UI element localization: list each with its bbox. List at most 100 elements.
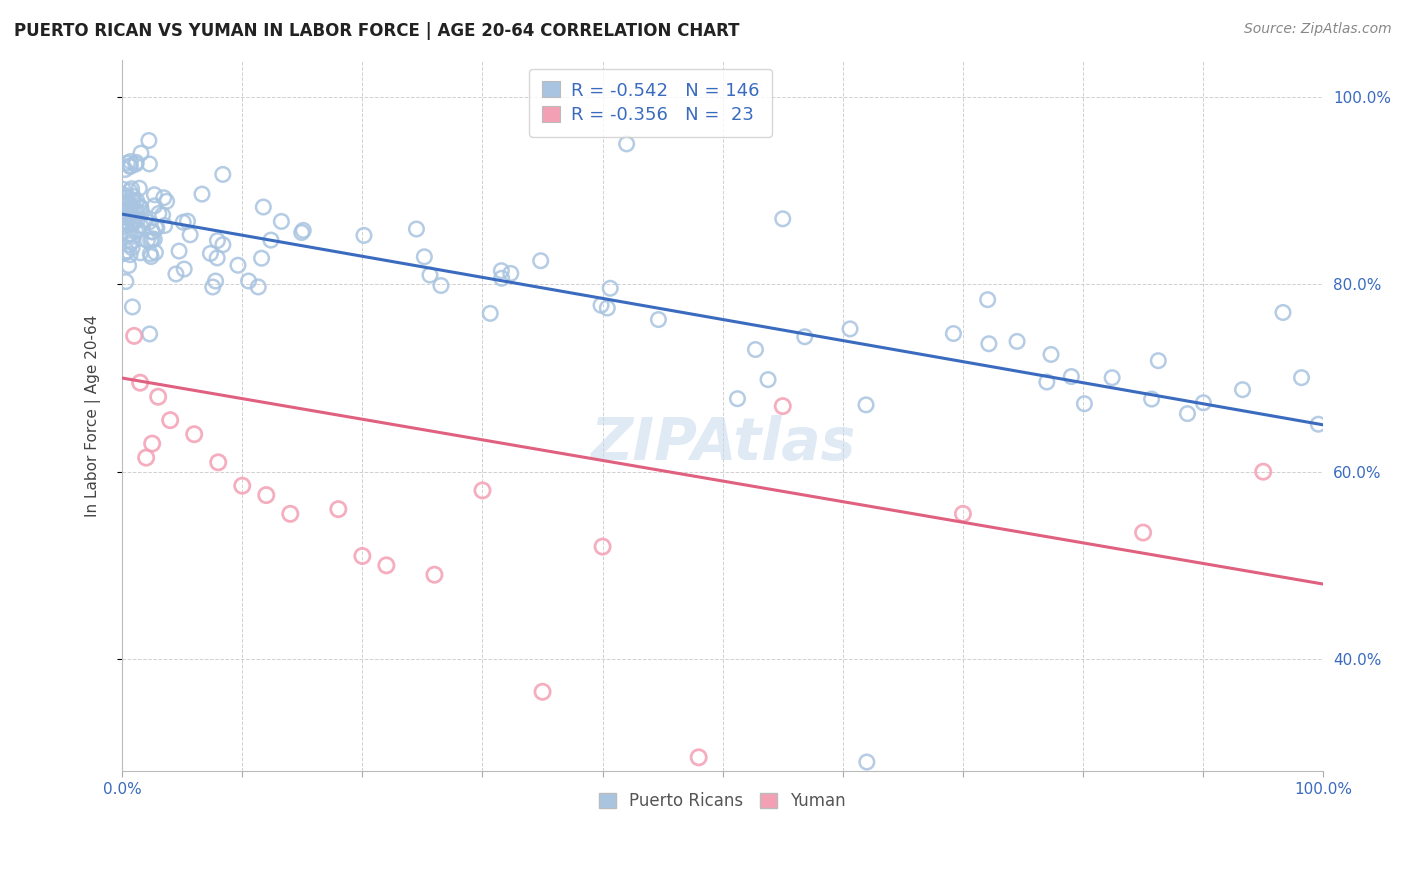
Point xyxy=(118,159,141,173)
Point xyxy=(1140,392,1163,406)
Point xyxy=(139,247,162,261)
Point xyxy=(115,218,138,232)
Point xyxy=(260,233,283,247)
Point xyxy=(141,232,163,246)
Point xyxy=(353,228,375,243)
Point xyxy=(145,220,167,235)
Text: ZIPAtlas: ZIPAtlas xyxy=(591,416,855,473)
Point xyxy=(112,196,135,211)
Point xyxy=(121,235,143,249)
Point xyxy=(491,271,513,285)
Point xyxy=(167,244,190,258)
Point xyxy=(856,755,879,769)
Point xyxy=(952,507,974,521)
Point xyxy=(165,267,187,281)
Point xyxy=(531,685,554,699)
Point xyxy=(117,227,139,242)
Point xyxy=(616,136,638,151)
Point xyxy=(976,293,998,307)
Point xyxy=(122,213,145,227)
Point xyxy=(352,549,374,563)
Point xyxy=(118,219,141,233)
Point xyxy=(122,217,145,231)
Point xyxy=(250,252,273,266)
Point xyxy=(191,187,214,202)
Point xyxy=(855,398,877,412)
Point xyxy=(596,301,619,315)
Point xyxy=(138,157,160,171)
Point xyxy=(136,233,159,247)
Point xyxy=(727,392,749,406)
Point xyxy=(1291,370,1313,384)
Point xyxy=(839,322,862,336)
Point xyxy=(121,194,143,209)
Point xyxy=(793,330,815,344)
Point xyxy=(238,274,260,288)
Point xyxy=(328,502,350,516)
Point xyxy=(125,203,148,218)
Point xyxy=(1005,334,1028,349)
Point xyxy=(226,258,249,272)
Point xyxy=(118,209,141,223)
Point xyxy=(172,215,194,229)
Point xyxy=(942,326,965,341)
Point xyxy=(772,211,794,226)
Point xyxy=(183,427,205,442)
Point xyxy=(117,259,139,273)
Point xyxy=(146,221,169,235)
Point xyxy=(129,245,152,260)
Point xyxy=(139,234,162,248)
Point xyxy=(146,390,169,404)
Point xyxy=(121,300,143,314)
Point xyxy=(141,225,163,239)
Point xyxy=(127,213,149,227)
Point xyxy=(121,182,143,196)
Point xyxy=(117,156,139,170)
Point xyxy=(117,198,139,212)
Point xyxy=(129,201,152,215)
Point xyxy=(135,450,157,465)
Point xyxy=(120,208,142,222)
Point xyxy=(114,195,136,210)
Point xyxy=(120,248,142,262)
Point xyxy=(143,232,166,246)
Point xyxy=(405,222,427,236)
Point xyxy=(129,146,152,161)
Point xyxy=(115,244,138,259)
Point xyxy=(1040,347,1063,361)
Point xyxy=(499,267,522,281)
Point xyxy=(201,280,224,294)
Point xyxy=(129,376,152,390)
Point xyxy=(122,229,145,244)
Point xyxy=(145,245,167,260)
Point xyxy=(120,160,142,174)
Point xyxy=(1073,397,1095,411)
Point xyxy=(124,223,146,237)
Point xyxy=(111,219,134,234)
Point xyxy=(1060,369,1083,384)
Point xyxy=(114,162,136,177)
Text: Source: ZipAtlas.com: Source: ZipAtlas.com xyxy=(1244,22,1392,37)
Point xyxy=(1132,525,1154,540)
Point xyxy=(122,329,145,343)
Point xyxy=(423,567,446,582)
Point xyxy=(179,227,201,242)
Point xyxy=(292,223,315,237)
Point xyxy=(120,154,142,169)
Point xyxy=(155,194,177,209)
Point xyxy=(772,399,794,413)
Point xyxy=(591,298,613,312)
Point xyxy=(125,194,148,208)
Point xyxy=(121,202,143,216)
Point xyxy=(1177,407,1199,421)
Point xyxy=(413,250,436,264)
Point xyxy=(141,225,163,239)
Point xyxy=(115,275,138,289)
Point xyxy=(530,253,553,268)
Point xyxy=(122,189,145,203)
Legend: Puerto Ricans, Yuman: Puerto Ricans, Yuman xyxy=(593,785,852,816)
Point xyxy=(120,227,142,242)
Point xyxy=(120,203,142,218)
Point xyxy=(1272,305,1295,319)
Point xyxy=(115,190,138,204)
